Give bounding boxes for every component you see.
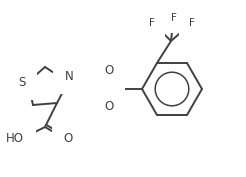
Text: F: F [171, 13, 177, 23]
Text: O: O [104, 64, 114, 78]
Text: O: O [104, 101, 114, 113]
Text: F: F [189, 18, 195, 28]
Text: N: N [65, 70, 73, 82]
Text: O: O [63, 132, 73, 144]
Text: S: S [18, 76, 26, 88]
Text: F: F [149, 18, 155, 28]
Text: S: S [97, 81, 107, 96]
Text: HO: HO [6, 132, 24, 144]
